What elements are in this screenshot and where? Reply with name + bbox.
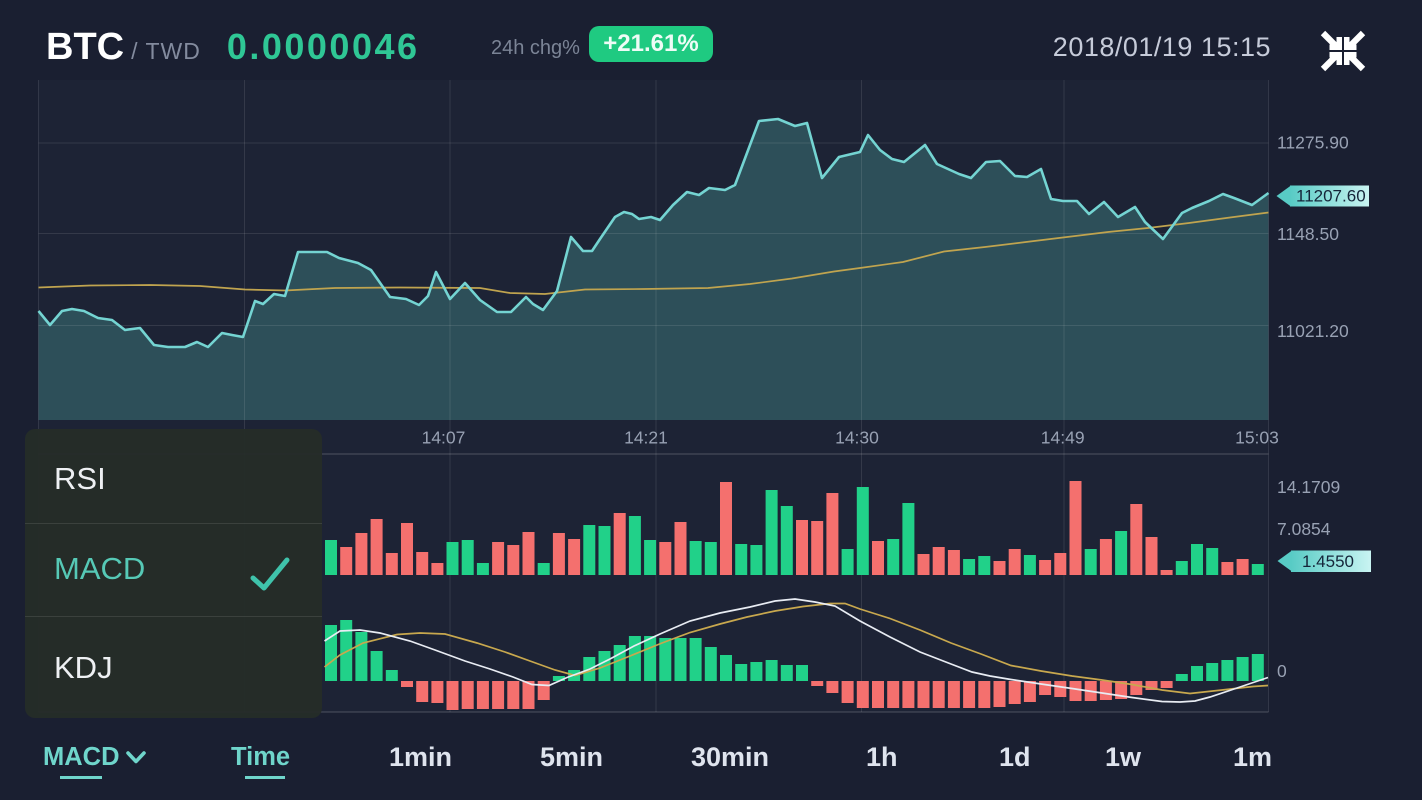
svg-text:14:07: 14:07 [422,428,466,448]
svg-text:11207.60: 11207.60 [1296,187,1366,206]
svg-text:7.0854: 7.0854 [1277,519,1331,539]
svg-text:14.1709: 14.1709 [1277,477,1340,497]
svg-text:15:03: 15:03 [1235,428,1279,448]
svg-text:11275.90: 11275.90 [1277,133,1349,153]
svg-text:14:21: 14:21 [624,428,668,448]
svg-text:11021.20: 11021.20 [1277,321,1349,341]
svg-text:1.4550: 1.4550 [1302,552,1354,571]
svg-text:14:30: 14:30 [835,428,879,448]
svg-text:1148.50: 1148.50 [1277,224,1339,244]
svg-text:14:49: 14:49 [1041,428,1085,448]
svg-text:0: 0 [1277,661,1287,681]
